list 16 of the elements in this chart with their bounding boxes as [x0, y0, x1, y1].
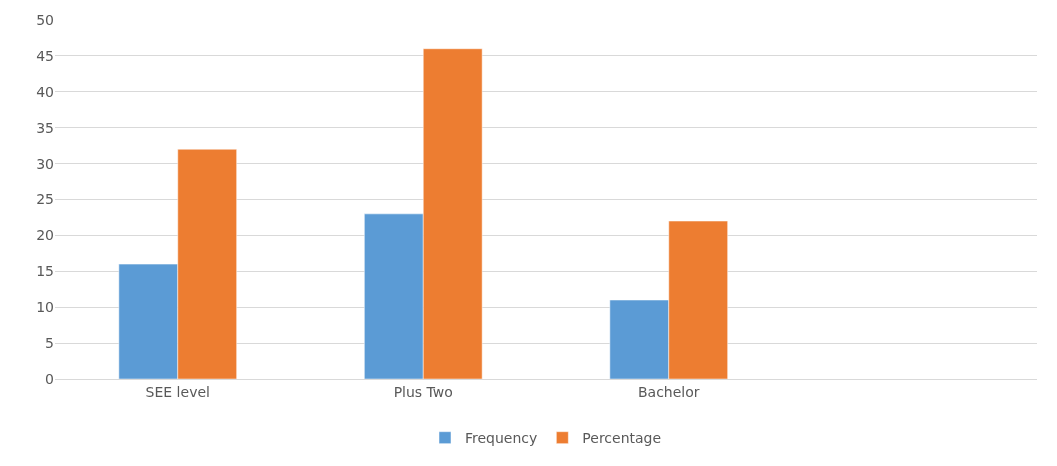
y-tick-label: 0 [45, 370, 54, 387]
y-tick-label: 50 [36, 11, 54, 28]
legend-label: Frequency [465, 430, 538, 447]
legend-label: Percentage [582, 430, 662, 447]
y-tick-label: 10 [36, 299, 54, 316]
y-tick-label: 40 [36, 83, 54, 100]
y-tick-label: 25 [36, 191, 54, 208]
y-tick-label: 5 [45, 335, 54, 351]
x-tick-label: Plus Two [393, 383, 453, 400]
y-tick-label: 30 [36, 155, 54, 172]
y-tick-label: 20 [36, 227, 54, 244]
y-tick-label: 35 [36, 119, 54, 136]
y-tick-label: 45 [36, 47, 54, 64]
x-tick-label: Bachelor [637, 383, 700, 400]
y-tick-label: 15 [36, 263, 54, 280]
x-tick-label: SEE level [145, 383, 210, 400]
